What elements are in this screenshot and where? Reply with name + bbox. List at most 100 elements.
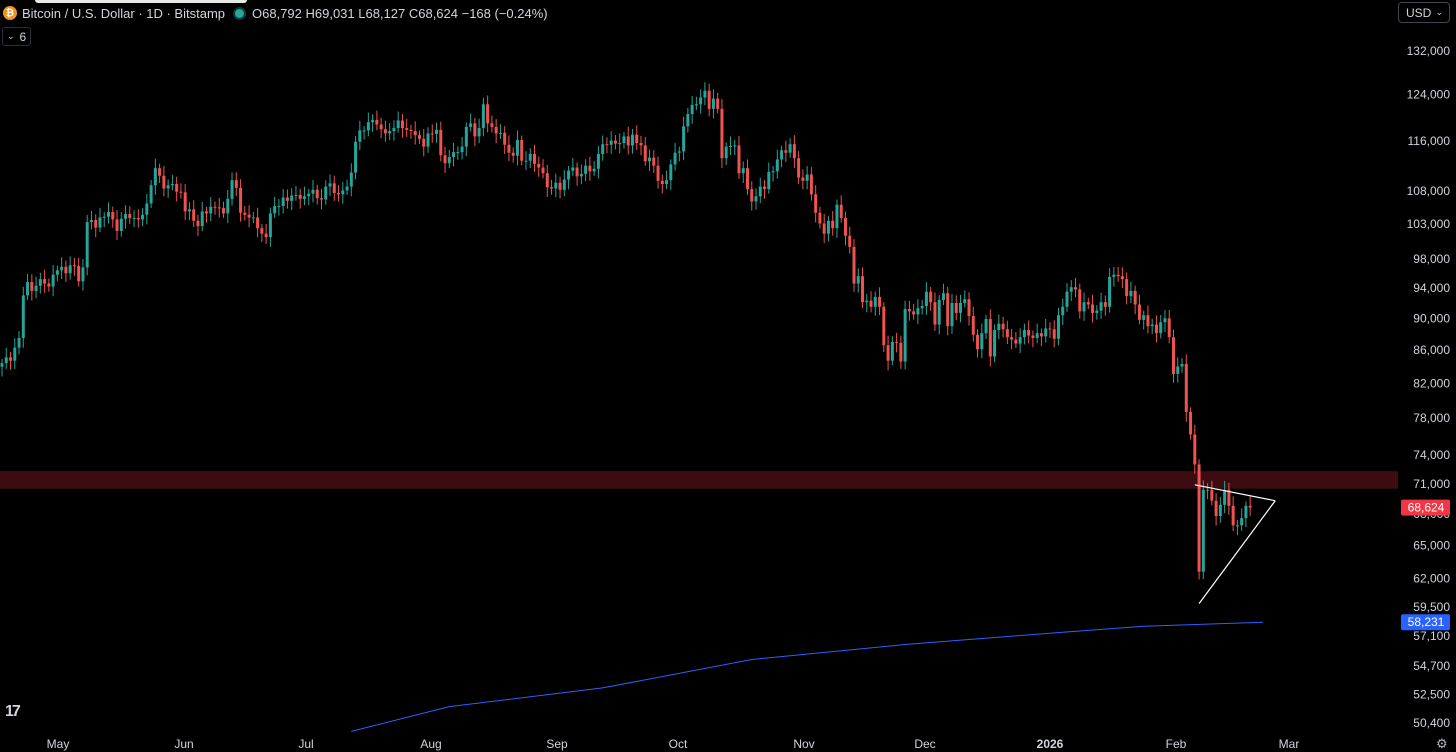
candle-body <box>686 114 690 127</box>
candle-body <box>1206 489 1210 491</box>
candle-body <box>89 220 93 223</box>
candle-body <box>102 216 106 218</box>
candle-body <box>1231 505 1235 526</box>
candle-body <box>72 265 76 267</box>
candle-body <box>273 206 277 214</box>
candle-body <box>345 186 349 191</box>
candle-body <box>243 212 247 215</box>
settings-gear-icon[interactable]: ⚙ <box>1436 736 1448 751</box>
candle-body <box>192 209 196 221</box>
candle-body <box>409 129 413 132</box>
candle-body <box>136 218 140 220</box>
candle-body <box>626 136 630 146</box>
candle-body <box>204 211 208 214</box>
candle-body <box>971 315 975 335</box>
candle-body <box>1103 302 1107 307</box>
candle-body <box>809 174 813 195</box>
candle-body <box>797 158 801 178</box>
last-price-label: 68,624 <box>1408 501 1445 515</box>
candle-body <box>128 214 132 219</box>
candle-body <box>848 235 852 247</box>
price-tick-label: 86,000 <box>1413 343 1450 357</box>
candle-body <box>571 167 575 171</box>
candle-body <box>720 108 724 159</box>
price-tick-label: 124,000 <box>1407 88 1451 102</box>
currency-label: USD <box>1406 5 1432 20</box>
price-tick-label: 103,000 <box>1407 217 1451 231</box>
candle-body <box>1091 304 1095 313</box>
candle-body <box>1065 291 1069 307</box>
candle-body <box>324 186 328 200</box>
candle-body <box>141 214 145 220</box>
candle-body <box>861 276 865 303</box>
indicator-count: 6 <box>19 29 27 44</box>
price-axis[interactable]: 132,000 124,000 116,000 108,000 103,000 98,00… <box>1407 44 1451 730</box>
candle-body <box>1086 302 1090 305</box>
candle-body <box>707 90 711 109</box>
candle-body <box>882 306 886 346</box>
time-tick-label: May <box>47 737 70 751</box>
moving-average-label: 58,231 <box>1408 615 1445 629</box>
candle-body <box>754 196 758 202</box>
time-tick-label: Sep <box>546 737 568 751</box>
currency-selector[interactable]: USD ⌄ <box>1398 2 1450 23</box>
candle-body <box>1099 302 1103 311</box>
candle-body <box>200 211 204 227</box>
candle-body <box>1022 330 1026 338</box>
candle-body <box>30 282 34 291</box>
tradingview-logo-icon[interactable]: 17 <box>5 703 21 720</box>
candle-body <box>912 311 916 315</box>
candle-body <box>933 302 937 325</box>
candle-body <box>294 194 298 196</box>
candle-body <box>592 168 596 172</box>
candle-body <box>788 144 792 153</box>
candle-body <box>430 133 434 135</box>
time-axis[interactable]: May Jun Jul Aug Sep Oct Nov Dec 2026 Feb Mar <box>47 737 1300 751</box>
candle-body <box>1197 464 1201 572</box>
candle-body <box>856 276 860 284</box>
candle-body <box>1014 339 1018 344</box>
candle-body <box>916 308 920 315</box>
candle-body <box>963 299 967 303</box>
candle-body <box>822 223 826 234</box>
candle-body <box>1137 304 1141 320</box>
candle-body <box>567 170 571 180</box>
time-tick-label: Jun <box>174 737 193 751</box>
price-tick-label: 90,000 <box>1413 311 1450 325</box>
candle-body <box>170 183 174 186</box>
price-tick-label: 65,000 <box>1413 538 1450 552</box>
candle-body <box>1056 315 1060 339</box>
time-tick-label: 2026 <box>1037 737 1064 751</box>
candle-body <box>967 299 971 316</box>
candle-body <box>1154 324 1158 334</box>
resistance-zone <box>0 471 1398 489</box>
candle-body <box>656 165 660 181</box>
candle-body <box>690 104 694 115</box>
candle-body <box>541 167 545 174</box>
candle-body <box>1052 329 1056 339</box>
candle-body <box>145 203 149 215</box>
candle-body <box>328 183 332 187</box>
top-toolbar-edge <box>35 0 247 3</box>
candle-body <box>260 228 264 234</box>
time-tick-label: Jul <box>298 737 313 751</box>
candle-body <box>1223 489 1227 505</box>
candle-body <box>443 155 447 164</box>
market-status-icon <box>235 8 244 18</box>
candle-body <box>635 134 639 143</box>
indicators-toggle-button[interactable]: ⌄ 6 <box>2 27 32 46</box>
candle-body <box>77 266 81 282</box>
symbol-title[interactable]: Bitcoin / U.S. Dollar · 1D · Bitstamp <box>22 5 225 21</box>
candle-body <box>682 126 686 152</box>
candle-body <box>460 146 464 153</box>
candle-body <box>162 175 166 189</box>
price-tick-label: 71,000 <box>1413 477 1450 491</box>
price-tick-label: 57,100 <box>1413 629 1450 643</box>
candle-body <box>481 104 485 129</box>
candle-body <box>17 337 21 348</box>
candle-body <box>1163 318 1167 323</box>
candle-body <box>775 159 779 172</box>
candle-body <box>1142 315 1146 320</box>
candle-body <box>149 185 153 204</box>
